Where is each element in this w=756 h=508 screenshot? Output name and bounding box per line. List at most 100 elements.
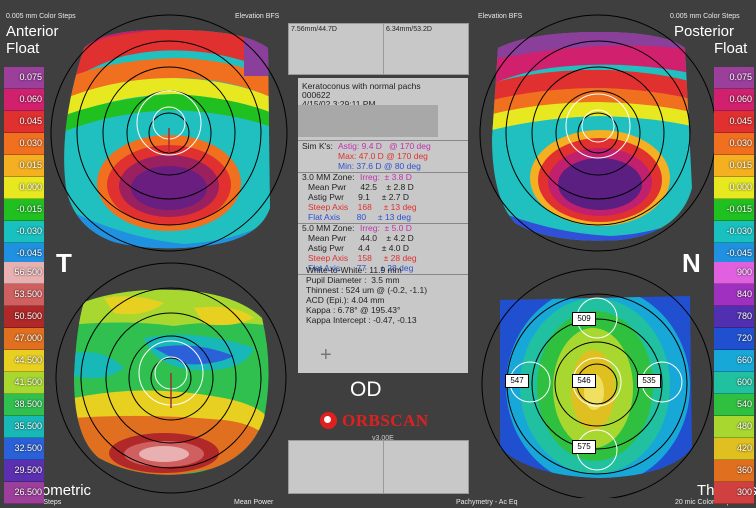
thickness-steps-label: 20 mic Color Step	[675, 499, 731, 506]
posterior-scale-step: 0.060	[714, 89, 754, 111]
orbscan-logo: ORBSCAN	[318, 409, 448, 433]
pachymetry-map[interactable]	[470, 258, 714, 498]
simk-max: Max: 47.0 D @ 170 deg	[338, 151, 428, 161]
kerato-scale-step: 50.500	[4, 306, 44, 328]
pach-value-bottom: 575	[572, 440, 596, 454]
kappa-value: Kappa : 6.78° @ 195.43°	[306, 305, 401, 315]
zone5-irreg: Irreg: ± 5.0 D	[360, 223, 412, 233]
simk-astig: Astig: 9.4 D @ 170 deg	[338, 141, 431, 151]
anterior-scale-step: -0.015	[4, 199, 44, 221]
crosshair-icon: +	[320, 344, 332, 366]
thickness-scale-step: 360	[714, 460, 754, 482]
kerato-scale-step: 38.500	[4, 394, 44, 416]
posterior-color-steps-label: 0.005 mm Color Steps	[670, 13, 740, 20]
mean-power-label: Mean Power	[234, 499, 274, 506]
zone5-flat: Flat Axis 77 ± 28 deg	[308, 263, 414, 273]
logo-mark-icon	[320, 412, 337, 429]
keratometric-color-scale: 56.500 53.500 50.500 47.000 44.500 41.500 38.5…	[4, 262, 44, 504]
thickness-scale-step: 720	[714, 328, 754, 350]
anterior-scale-step: -0.030	[4, 221, 44, 243]
kerato-scale-step: 26.500	[4, 482, 44, 504]
white-to-white: White-to-White : 11.9 mm	[306, 265, 402, 275]
elevation-bfs-label-left: Elevation BFS	[235, 13, 280, 20]
eye-label: OD	[350, 378, 382, 401]
posterior-scale-step: 0.075	[714, 67, 754, 89]
pach-value-top: 509	[572, 312, 596, 326]
redacted-block	[298, 105, 438, 137]
pach-value-left: 547	[505, 374, 529, 388]
posterior-scale-step: 0.045	[714, 111, 754, 133]
pachymetry-label: Pachymetry - Ac Eq	[456, 499, 518, 506]
thickness-scale-step: 660	[714, 350, 754, 372]
zone3-flat: Flat Axis 80 ± 13 deg	[308, 212, 411, 222]
thickness-scale-step: 540	[714, 394, 754, 416]
thickness-scale-step: 900	[714, 262, 754, 284]
anterior-scale-step: 0.015	[4, 155, 44, 177]
thickness-scale-step: 300	[714, 482, 754, 504]
zone3-astig: Astig Pwr 9.1 ± 2.7 D	[308, 192, 410, 202]
pach-value-center: 546	[572, 374, 596, 388]
anterior-scale-step: 0.045	[4, 111, 44, 133]
anterior-color-steps-label: 0.005 mm Color Steps	[6, 13, 76, 20]
thickness-color-scale: 900 840 780 720 660 600 540 480 420 360 300	[714, 262, 754, 504]
bfs-value-left: 7.56mm/44.7D	[291, 26, 337, 33]
thinnest-point: Thinnest : 524 um @ (-0.2, -1.1)	[306, 285, 428, 295]
float-title-left: Float	[6, 40, 40, 57]
bfs-box-right: 6.34mm/53.2D	[383, 23, 469, 75]
zone3-irreg: Irreg: ± 3.8 D	[360, 172, 412, 182]
thickness-scale-step: 780	[714, 306, 754, 328]
kerato-scale-step: 41.500	[4, 372, 44, 394]
zone5-mean: Mean Pwr 44.0 ± 4.2 D	[308, 233, 414, 243]
zone5-label: 5.0 MM Zone:	[302, 223, 355, 233]
patient-id: 000622	[302, 90, 331, 100]
anterior-scale-step: 0.000	[4, 177, 44, 199]
kerato-scale-step: 53.500	[4, 284, 44, 306]
thickness-scale-step: 480	[714, 416, 754, 438]
posterior-scale-step: 0.000	[714, 177, 754, 199]
zone3-mean: Mean Pwr 42.5 ± 2.8 D	[308, 182, 414, 192]
zone3-steep: Steep Axis 168 ± 13 deg	[308, 202, 417, 212]
kappa-intercept: Kappa Intercept : -0.47, -0.13	[306, 315, 417, 325]
zone5-astig: Astig Pwr 4.4 ± 4.0 D	[308, 243, 410, 253]
pach-value-right: 535	[637, 374, 661, 388]
anterior-scale-step: 0.060	[4, 89, 44, 111]
kerato-scale-step: 56.500	[4, 262, 44, 284]
bottom-box-right	[383, 440, 469, 494]
exam-date: 4/15/02 3:29:11 PM	[302, 99, 376, 109]
anterior-title: Anterior	[6, 23, 59, 40]
pupil-diameter: Pupil Diameter : 3.5 mm	[306, 275, 400, 285]
zone5-steep: Steep Axis 158 ± 28 deg	[308, 253, 417, 263]
posterior-scale-step: 0.015	[714, 155, 754, 177]
kerato-scale-step: 47.000	[4, 328, 44, 350]
simk-min: Min: 37.6 D @ 80 deg	[338, 161, 421, 171]
anterior-float-map[interactable]	[44, 8, 288, 258]
elevation-bfs-label-right: Elevation BFS	[478, 13, 523, 20]
temporal-label: T	[56, 248, 72, 278]
anterior-scale-step: 0.030	[4, 133, 44, 155]
diagnosis-text: Keratoconus with normal pachs	[302, 81, 421, 91]
thickness-scale-step: 600	[714, 372, 754, 394]
posterior-title: Posterior	[674, 23, 735, 40]
bfs-box-left: 7.56mm/44.7D	[288, 23, 384, 75]
exam-info-panel: Keratoconus with normal pachs 000622 4/1…	[298, 78, 468, 373]
simk-label: Sim K's:	[302, 141, 333, 151]
thickness-scale-step: 420	[714, 438, 754, 460]
kerato-scale-step: 32.500	[4, 438, 44, 460]
posterior-scale-step: -0.030	[714, 221, 754, 243]
kerato-scale-step: 44.500	[4, 350, 44, 372]
acd-value: ACD (Epi.): 4.04 mm	[306, 295, 385, 305]
posterior-scale-step: -0.015	[714, 199, 754, 221]
kerato-scale-step: 29.500	[4, 460, 44, 482]
version-label: v3.00E	[372, 435, 394, 442]
thickness-scale-step: 840	[714, 284, 754, 306]
bottom-box-left	[288, 440, 384, 494]
nasal-label: N	[682, 248, 701, 278]
float-title-right: Float	[714, 40, 748, 57]
posterior-scale-step: 0.030	[714, 133, 754, 155]
logo-text: ORBSCAN	[342, 411, 429, 430]
posterior-float-map[interactable]	[470, 8, 714, 258]
keratometric-map[interactable]	[44, 258, 288, 498]
anterior-scale-step: 0.075	[4, 67, 44, 89]
kerato-scale-step: 35.500	[4, 416, 44, 438]
zone3-label: 3.0 MM Zone:	[302, 172, 355, 182]
